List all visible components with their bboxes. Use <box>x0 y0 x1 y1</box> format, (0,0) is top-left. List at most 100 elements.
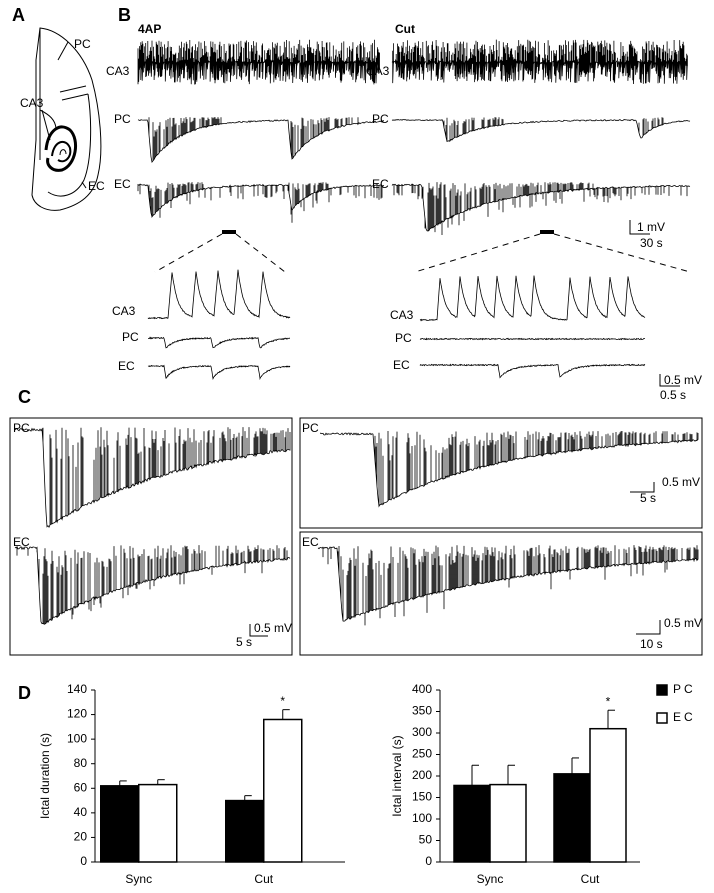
trace-label: EC <box>118 359 135 373</box>
trace <box>137 182 385 223</box>
y-tick-label: 20 <box>74 830 88 844</box>
y-axis-label: Ictal duration (s) <box>38 733 52 819</box>
zoom-marker <box>540 230 554 234</box>
charts: 0 20 40 60 80 100 120 140 Ictal duration (s) Sync… <box>38 682 696 886</box>
trace <box>391 39 688 85</box>
trace-label: CA3 <box>106 64 130 78</box>
scale-bar <box>249 624 268 637</box>
y-tick-label: 0 <box>80 854 87 868</box>
scale-label: 0.5 mV <box>662 475 700 489</box>
trace <box>137 117 385 164</box>
trace <box>147 269 291 320</box>
zoom-marker <box>222 230 236 234</box>
significance-marker: * <box>606 694 611 708</box>
trace <box>148 336 290 349</box>
trace-label: EC <box>13 535 30 549</box>
zoom-lines <box>154 233 691 273</box>
y-tick-label: 100 <box>412 811 432 825</box>
panel-box <box>9 417 293 656</box>
scale-bar <box>630 482 655 493</box>
trace <box>14 545 291 625</box>
y-tick-label: 40 <box>74 805 88 819</box>
x-tick-label: Cut <box>254 872 273 886</box>
bar <box>553 773 591 863</box>
trace-label: EC <box>114 177 131 191</box>
scale-label: 5 s <box>236 635 252 649</box>
y-tick-label: 350 <box>412 704 432 718</box>
trace-label: PC <box>114 112 131 126</box>
region-label: CA3 <box>20 96 44 110</box>
region-label: EC <box>88 179 105 193</box>
y-tick-label: 50 <box>419 833 433 847</box>
trace-label: CA3 <box>112 304 136 318</box>
bar <box>138 783 178 863</box>
bar <box>100 785 140 863</box>
scale-bar <box>659 374 680 387</box>
y-tick-label: 140 <box>67 682 87 696</box>
x-tick-label: Sync <box>125 872 152 886</box>
y-tick-label: 300 <box>412 725 432 739</box>
scale-bar <box>629 220 650 235</box>
y-tick-label: 150 <box>412 790 432 804</box>
trace <box>419 275 646 322</box>
scale-label: 0.5 s <box>660 388 686 402</box>
bar <box>263 718 303 863</box>
panel-box <box>299 417 703 529</box>
trace-label: PC <box>372 112 389 126</box>
trace <box>137 39 380 85</box>
trace-label: EC <box>372 177 389 191</box>
trace <box>419 363 646 379</box>
trace <box>14 427 291 529</box>
scale-label: 30 s <box>640 236 663 250</box>
trace-label: CA3 <box>390 308 414 322</box>
y-tick-label: 0 <box>425 854 432 868</box>
condition-label: 4AP <box>138 22 161 36</box>
region-label: PC <box>74 37 91 51</box>
trace <box>391 182 691 235</box>
panel-box <box>299 531 703 656</box>
panel-label: A <box>12 5 25 25</box>
scale-label: 10 s <box>640 637 663 651</box>
panel-label: D <box>18 683 31 703</box>
trace <box>419 337 646 341</box>
y-tick-label: 400 <box>412 682 432 696</box>
trace-label: PC <box>395 331 412 345</box>
y-tick-label: 80 <box>74 756 88 770</box>
y-axis-label: Ictal interval (s) <box>390 735 404 816</box>
scale-label: 0.5 mV <box>254 621 292 635</box>
trace-label: PC <box>13 421 30 435</box>
panel-label: B <box>118 5 131 25</box>
scale-bar <box>636 620 661 635</box>
scale-label: 1 mV <box>637 220 665 234</box>
trace <box>317 545 699 626</box>
bar <box>589 727 627 863</box>
trace <box>147 364 291 381</box>
condition-label: Cut <box>395 22 415 36</box>
legend-label: EC <box>673 710 696 724</box>
y-tick-label: 200 <box>412 768 432 782</box>
significance-marker: * <box>280 694 285 708</box>
y-tick-label: 100 <box>67 731 87 745</box>
trace-label: PC <box>122 330 139 344</box>
scale-label: 0.5 mV <box>664 616 702 630</box>
trace-label: EC <box>393 358 410 372</box>
traces <box>14 39 699 626</box>
legend-label: PC <box>673 682 696 696</box>
y-tick-label: 120 <box>67 707 87 721</box>
scale-label: 0.5 mV <box>664 373 702 387</box>
trace-label: EC <box>302 535 319 549</box>
bar <box>453 784 491 863</box>
y-tick-label: 60 <box>74 780 88 794</box>
trace <box>391 117 691 143</box>
trace-label: PC <box>302 421 319 435</box>
trace <box>319 431 699 508</box>
x-tick-label: Sync <box>477 872 504 886</box>
legend-swatch <box>656 712 668 724</box>
x-tick-label: Cut <box>581 872 600 886</box>
bar <box>489 783 527 863</box>
scale-label: 5 s <box>640 491 656 505</box>
bar <box>225 799 265 863</box>
legend-swatch <box>656 684 668 696</box>
panel-label: C <box>18 387 31 407</box>
